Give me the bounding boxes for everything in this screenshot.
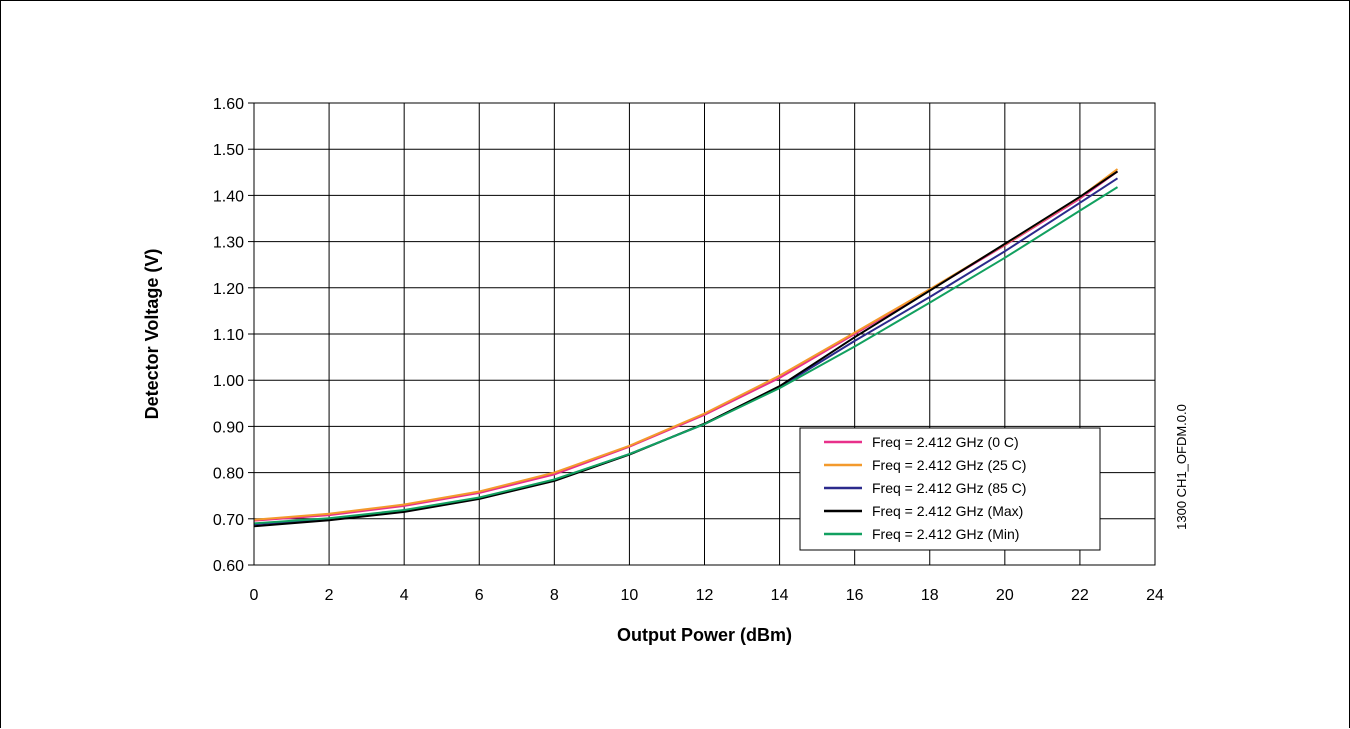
y-tick-label: 0.60 (213, 558, 244, 575)
x-tick-label: 8 (550, 587, 559, 604)
x-tick-label: 16 (846, 587, 864, 604)
x-tick-label: 20 (996, 587, 1014, 604)
legend-entry-label: Freq = 2.412 GHz (85 C) (872, 480, 1026, 496)
series-layer (253, 168, 1119, 528)
y-tick-label: 0.80 (213, 466, 244, 483)
x-tick-label: 6 (475, 587, 484, 604)
legend: Freq = 2.412 GHz (0 C) Freq = 2.412 GHz (… (799, 427, 1101, 551)
figure-id-label: 1300 CH1_OFDM.0.0 (1174, 404, 1189, 530)
y-tick-label: 0.70 (213, 512, 244, 529)
legend-entry-label: Freq = 2.412 GHz (Min) (872, 526, 1019, 542)
x-tick-label: 2 (325, 587, 334, 604)
x-tick-label: 18 (921, 587, 939, 604)
x-axis-title: Output Power (dBm) (617, 625, 792, 645)
legend-entry-label: Freq = 2.412 GHz (0 C) (872, 434, 1019, 450)
legend-entry-label: Freq = 2.412 GHz (Max) (872, 503, 1023, 519)
y-tick-label: 1.40 (213, 188, 244, 205)
x-tick-label: 14 (771, 587, 789, 604)
x-tick-label: 4 (400, 587, 409, 604)
y-tick-label: 1.00 (213, 373, 244, 390)
y-tick-label: 1.50 (213, 142, 244, 159)
x-tick-label: 10 (621, 587, 639, 604)
y-axis-title: Detector Voltage (V) (142, 249, 162, 420)
y-tick-label: 1.20 (213, 281, 244, 298)
x-tick-label: 24 (1146, 587, 1164, 604)
y-tick-label: 1.60 (213, 96, 244, 113)
y-tick-label: 1.30 (213, 235, 244, 252)
y-tick-label: 1.10 (213, 327, 244, 344)
series-line-4 (253, 186, 1119, 525)
tick-layer: 0 2 4 6 8 10 12 14 16 18 20 22 240.600.700.800.901.0… (213, 96, 1164, 604)
x-tick-label: 22 (1071, 587, 1089, 604)
legend-items: Freq = 2.412 GHz (0 C) Freq = 2.412 GHz (… (824, 434, 1026, 542)
y-tick-label: 0.90 (213, 419, 244, 436)
x-tick-label: 0 (250, 587, 259, 604)
legend-entry-label: Freq = 2.412 GHz (25 C) (872, 457, 1026, 473)
x-tick-label: 12 (696, 587, 714, 604)
